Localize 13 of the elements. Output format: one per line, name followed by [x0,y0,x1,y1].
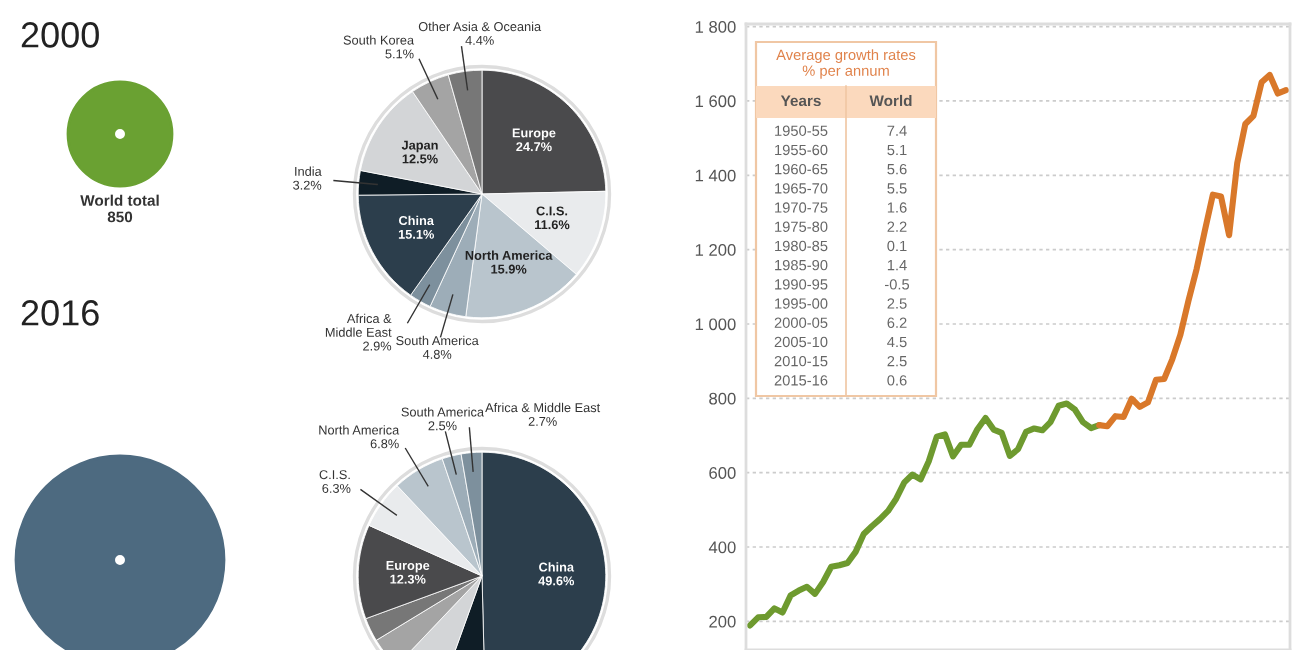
y-tick-label: 1 000 [695,318,736,331]
y-tick-label: 200 [709,615,736,628]
line-series [747,400,1103,629]
y-tick-label: 1 600 [695,95,736,108]
y-tick-label: 1 800 [695,21,736,33]
y-tick-label: 400 [708,541,736,554]
y-tick-label: 800 [709,392,736,405]
chart-title: 2016 [21,300,99,326]
y-tick-label: 1 200 [695,244,736,256]
y-tick-label: 600 [709,467,736,479]
y-tick-label: 1 400 [695,169,736,182]
line-series [1096,71,1289,430]
chart-title: 2000 [21,22,99,48]
